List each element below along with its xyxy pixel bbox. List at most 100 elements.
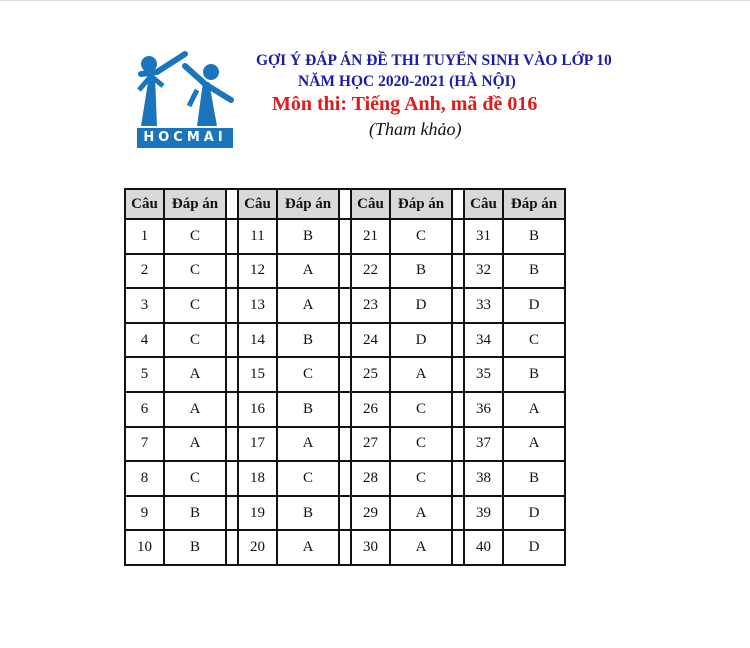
question-number: 29 [350, 494, 391, 532]
column-gap [338, 529, 352, 566]
question-number: 18 [237, 460, 278, 497]
answer-cell: A [389, 356, 453, 393]
answer-cell: B [163, 494, 227, 532]
column-gap [225, 356, 239, 393]
column-gap [451, 460, 465, 497]
table-row: 6 A 16 B 26 C 36 A [124, 390, 566, 428]
answer-cell: C [276, 460, 340, 497]
column-gap [338, 494, 352, 532]
column-gap [338, 390, 352, 428]
answer-cell: A [163, 425, 227, 463]
answer-cell: C [276, 356, 340, 393]
question-number: 15 [237, 356, 278, 393]
column-gap [338, 252, 352, 290]
question-number: 26 [350, 390, 391, 428]
answer-cell: C [389, 425, 453, 463]
answer-cell: B [163, 529, 227, 566]
column-gap [451, 494, 465, 532]
answer-cell: A [163, 356, 227, 393]
table-row: 5 A 15 C 25 A 35 B [124, 356, 566, 393]
table-row: 1 C 11 B 21 C 31 B [124, 218, 566, 255]
column-gap [338, 218, 352, 255]
answer-cell: B [502, 218, 566, 255]
header-question: Câu [237, 188, 278, 220]
logo-text: HOCMAI [137, 128, 233, 148]
title-line-2: NĂM HỌC 2020-2021 (HÀ NỘI) [298, 73, 516, 90]
question-number: 17 [237, 425, 278, 463]
question-number: 1 [124, 218, 165, 255]
question-number: 36 [463, 390, 504, 428]
question-number: 14 [237, 321, 278, 359]
question-number: 5 [124, 356, 165, 393]
answer-cell: A [502, 425, 566, 463]
answer-cell: C [502, 321, 566, 359]
header-answer: Đáp án [163, 188, 227, 220]
answer-cell: D [502, 287, 566, 324]
column-gap [225, 252, 239, 290]
question-number: 13 [237, 287, 278, 324]
question-number: 38 [463, 460, 504, 497]
column-gap [451, 252, 465, 290]
question-number: 28 [350, 460, 391, 497]
answer-cell: A [276, 425, 340, 463]
question-number: 31 [463, 218, 504, 255]
question-number: 23 [350, 287, 391, 324]
column-gap [451, 356, 465, 393]
question-number: 30 [350, 529, 391, 566]
question-number: 24 [350, 321, 391, 359]
answer-cell: B [276, 218, 340, 255]
header-question: Câu [463, 188, 504, 220]
question-number: 33 [463, 287, 504, 324]
header-answer: Đáp án [389, 188, 453, 220]
column-gap [338, 356, 352, 393]
question-number: 20 [237, 529, 278, 566]
header-question: Câu [350, 188, 391, 220]
table-row: 8 C 18 C 28 C 38 B [124, 460, 566, 497]
header-answer: Đáp án [276, 188, 340, 220]
answer-cell: B [502, 252, 566, 290]
question-number: 34 [463, 321, 504, 359]
question-number: 11 [237, 218, 278, 255]
answer-cell: C [163, 460, 227, 497]
question-number: 39 [463, 494, 504, 532]
header-question: Câu [124, 188, 165, 220]
question-number: 35 [463, 356, 504, 393]
question-number: 27 [350, 425, 391, 463]
page-edge [0, 0, 750, 1]
answer-cell: B [389, 252, 453, 290]
question-number: 40 [463, 529, 504, 566]
answer-cell: A [389, 529, 453, 566]
column-gap [225, 287, 239, 324]
question-number: 22 [350, 252, 391, 290]
question-number: 7 [124, 425, 165, 463]
table-row: 4 C 14 B 24 D 34 C [124, 321, 566, 359]
answer-cell: D [389, 321, 453, 359]
answer-cell: C [163, 218, 227, 255]
table-row: 2 C 12 A 22 B 32 B [124, 252, 566, 290]
answer-cell: B [276, 321, 340, 359]
column-gap [451, 218, 465, 255]
answer-cell: B [502, 356, 566, 393]
column-gap [225, 529, 239, 566]
answer-cell: C [163, 287, 227, 324]
answer-cell: A [163, 390, 227, 428]
answer-cell: C [389, 218, 453, 255]
column-gap [225, 321, 239, 359]
header-answer: Đáp án [502, 188, 566, 220]
title-line-1: GỢI Ý ĐÁP ÁN ĐỀ THI TUYỂN SINH VÀO LỚP 1… [256, 52, 612, 69]
question-number: 3 [124, 287, 165, 324]
column-gap [451, 529, 465, 566]
subject-title: Môn thi: Tiếng Anh, mã đề 016 [272, 93, 538, 115]
column-gap [338, 460, 352, 497]
column-gap [225, 425, 239, 463]
table-header: Câu Đáp án Câu Đáp án Câu Đáp án Câu Đáp án [124, 188, 566, 220]
answer-cell: A [389, 494, 453, 532]
question-number: 9 [124, 494, 165, 532]
hocmai-logo: HOCMAI [135, 50, 235, 150]
question-number: 37 [463, 425, 504, 463]
question-number: 2 [124, 252, 165, 290]
column-gap [225, 188, 239, 220]
question-number: 12 [237, 252, 278, 290]
answer-cell: C [163, 321, 227, 359]
question-number: 25 [350, 356, 391, 393]
